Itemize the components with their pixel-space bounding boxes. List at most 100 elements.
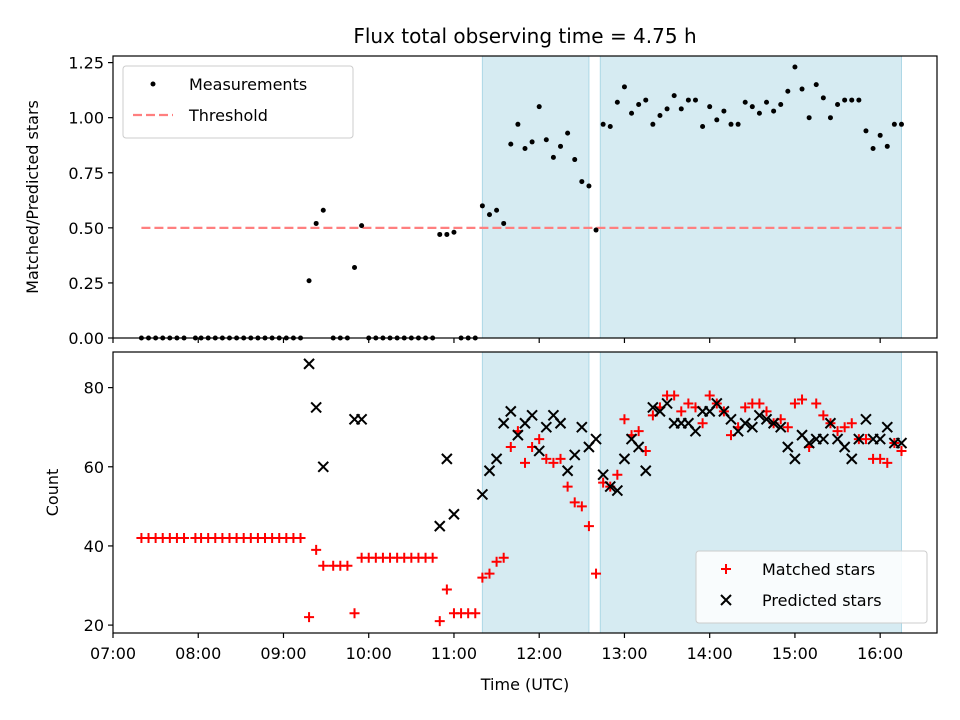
y-tick-label: 20 [84,616,104,635]
measurement-point [806,115,812,121]
measurement-point [479,203,485,209]
predicted-star-point [817,433,830,445]
predicted-star-point [782,441,794,453]
measurement-point [579,179,585,185]
measurement-point [884,143,890,149]
matched-star-point [342,560,353,571]
matched-star-point [704,390,715,401]
bottom-panel: 20 40 60 80 07:00 08:00 09:00 10:00 11:00 12:00 13… [43,351,938,694]
measurement-point [550,154,556,160]
matched-star-point [569,497,580,508]
predicted-star-point [355,413,368,425]
predicted-star-point [483,465,496,477]
predicted-star-point [632,441,645,453]
predicted-star-point [526,409,538,422]
measurement-point [714,117,720,123]
predicted-star-point [554,417,567,429]
measurement-point [444,231,450,237]
measurement-point [827,115,833,121]
legend: Matched stars Predicted stars [695,550,928,624]
legend-label: Threshold [188,106,268,125]
y-tick-label: 60 [84,458,104,477]
predicted-star-point [303,358,315,370]
measurement-point [543,137,549,143]
measurement-point [437,231,443,237]
measurement-point [643,97,649,103]
predicted-star-point [533,445,545,457]
matched-star-point [427,552,438,563]
y-tick-label: 40 [84,537,104,556]
predicted-star-point [434,520,446,532]
shaded-interval-1 [481,351,590,634]
measurement-point [835,101,841,107]
matched-star-point [498,552,509,563]
measurement-point [707,104,713,110]
matched-star-point [179,533,190,544]
predicted-star-point [746,421,759,433]
measurement-point [572,157,578,163]
matched-star-point [633,426,644,437]
matched-star-point [839,422,850,433]
matched-star-point [832,426,843,437]
matched-star-point [349,608,360,619]
legend-box [122,65,354,139]
matched-star-point [789,398,800,409]
x-tick-label: 16:00 [857,644,903,663]
matched-star-point [583,521,594,532]
legend-label: Predicted stars [762,591,882,610]
x-tick-label: 13:00 [601,644,647,663]
measurement-point [664,106,670,112]
matched-star-point [683,398,694,409]
matched-star-point [548,457,559,468]
matched-star-point [520,457,530,468]
matched-star-point [555,453,566,464]
measurement-point [692,97,698,103]
matched-star-point [669,390,680,401]
measurement-point [742,99,748,105]
predicted-star-point [767,417,780,429]
predicted-star-point [540,421,553,433]
matched-star-point [541,453,552,464]
measurement-point [756,110,762,116]
predicted-star-point [860,413,872,425]
matched-star-point [311,544,322,555]
predicted-star-point [604,480,616,493]
predicted-star-point [611,484,624,497]
predicted-star-point [838,441,851,453]
matched-star-point [754,398,765,409]
measurement-point [671,93,677,99]
measurement-point [614,99,620,105]
measurement-point [863,128,869,134]
measurement-point [849,97,855,103]
predicted-star-point [317,461,329,473]
measurement-point [565,130,571,136]
matched-star-point [295,533,306,544]
y-axis-label: Matched/Predicted stars [23,100,42,294]
y-tick-label: 1.00 [68,109,104,128]
shaded-interval-2 [599,55,902,339]
legend-marker-measurements [150,81,156,87]
x-tick-label: 08:00 [175,644,221,663]
shaded-interval-1 [481,55,590,339]
y-tick-label: 0.50 [68,219,104,238]
measurement-point [352,265,358,270]
measurement-point [558,143,564,149]
measurement-point [600,121,606,127]
predicted-star-point [310,401,322,414]
matched-star-point [740,402,751,413]
measurement-point [586,183,592,189]
x-axis-label: Time (UTC) [480,675,569,694]
matched-star-point [860,434,871,445]
predicted-star-point [512,429,524,441]
matched-star-point [591,568,602,579]
y-tick-label: 0.00 [68,329,104,348]
matched-star-point [477,572,488,583]
measurement-point [451,229,457,235]
predicted-star-point [640,465,652,477]
measurement-point [501,220,507,226]
measurement-point [629,110,635,116]
measurement-point [529,139,535,145]
measurement-point [494,207,500,213]
predicted-star-point [689,425,702,437]
matched-star-point [576,501,587,512]
